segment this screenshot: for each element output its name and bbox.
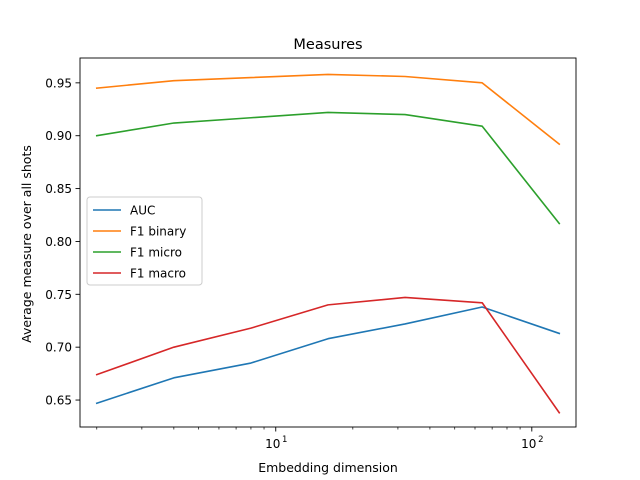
series-line-2 xyxy=(95,73,561,146)
plot-area xyxy=(79,57,577,428)
y-axis: 0.65 0.70 0.75 0.80 0.85 0.90 0.95 xyxy=(45,76,80,408)
legend-label-3: F1 micro xyxy=(130,246,182,260)
y-tick-label-1: 0.65 xyxy=(45,394,72,408)
y-tick-label-2: 0.70 xyxy=(45,341,72,355)
x-axis-label: Embedding dimension xyxy=(258,460,398,475)
series-line-3 xyxy=(95,111,561,225)
legend-label-2: F1 binary xyxy=(130,225,186,239)
y-tick-label-7: 0.95 xyxy=(45,76,72,90)
y-tick-label-4: 0.80 xyxy=(45,235,72,249)
y-tick-label-3: 0.75 xyxy=(45,288,72,302)
axes-frame xyxy=(79,57,577,428)
legend-label-1: AUC xyxy=(130,204,155,218)
x-tick-label-2: 10 xyxy=(521,437,536,451)
legend-box xyxy=(86,196,203,286)
x-axis: 10 1 10 2 xyxy=(96,427,544,451)
legend-label-4: F1 macro xyxy=(130,267,186,281)
series-line-1 xyxy=(95,306,561,405)
chart-title: Measures xyxy=(293,37,362,53)
x-tick-label-1: 10 xyxy=(265,437,280,451)
y-tick-label-5: 0.85 xyxy=(45,182,72,196)
y-axis-label: Average measure over all shots xyxy=(19,145,34,343)
legend: AUC F1 binary F1 micro F1 macro xyxy=(86,196,203,286)
series-line-4 xyxy=(95,296,561,414)
x-tick-exponent-1: 1 xyxy=(282,435,287,445)
x-tick-exponent-2: 2 xyxy=(538,435,543,445)
y-tick-label-6: 0.90 xyxy=(45,129,72,143)
